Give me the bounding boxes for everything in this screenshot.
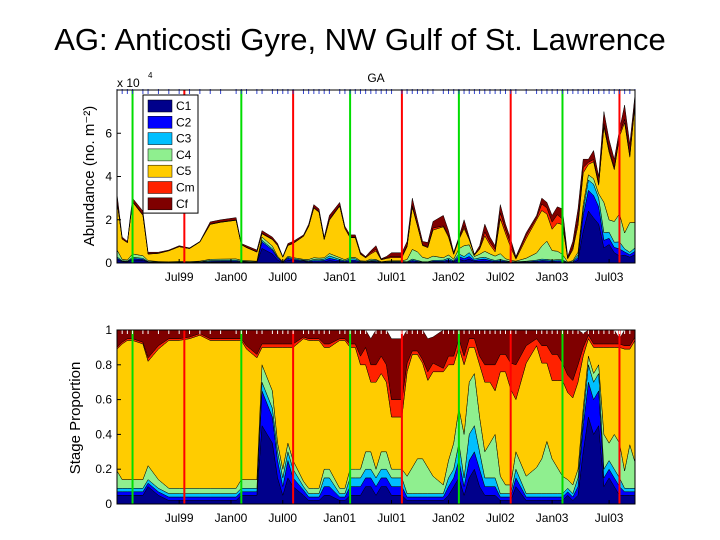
- abundance-panel: 0 2 4 6 Jul99 Jan00 Jul00 Jan01 Jul01 Jan02 Jul02…: [81, 71, 636, 284]
- proportion-areas: [116, 329, 636, 505]
- abundance-x-axis: Jul99 Jan00 Jul00 Jan01 Jul01 Jan02 Jul02 Jan03…: [165, 259, 624, 284]
- abundance-ytick-label: 6: [105, 126, 112, 140]
- abundance-ytick-label: 0: [105, 256, 112, 270]
- legend-swatch-c3: [147, 132, 173, 145]
- legend-swatch-c4: [147, 148, 173, 162]
- abundance-xtick-label: Jul01: [377, 270, 406, 284]
- abundance-xtick-label: Jul02: [486, 270, 515, 284]
- abundance-xtick-label: Jul00: [268, 270, 297, 284]
- legend-swatch-c5: [147, 164, 173, 178]
- abundance-xtick-label: Jan02: [432, 270, 465, 284]
- proportion-panel: 0 0.2 0.4 0.6 0.8 1 Jul99 Jan00 Jul00 Jan01 Jul01…: [67, 323, 636, 525]
- legend-swatch-c1: [147, 99, 173, 113]
- proportion-ytick-label: 0.4: [95, 427, 112, 441]
- proportion-xtick-label: Jul00: [268, 511, 297, 525]
- legend-label-c3: C3: [176, 132, 192, 146]
- proportion-xtick-label: Jul02: [486, 511, 515, 525]
- slide-title: AG: Anticosti Gyre, NW Gulf of St. Lawre…: [54, 22, 666, 57]
- proportion-xtick-label: Jan02: [432, 511, 465, 525]
- abundance-xtick-label: Jan00: [215, 270, 248, 284]
- proportion-xtick-label: Jul03: [595, 511, 624, 525]
- proportion-event-lines: [131, 330, 621, 504]
- abundance-xtick-label: Jan01: [323, 270, 356, 284]
- legend-label-cf: Cf: [176, 197, 189, 211]
- legend: C1 C2 C3 C4 C5 Cm Cf: [142, 94, 199, 214]
- legend-swatch-cf: [147, 197, 173, 211]
- proportion-x-axis: Jul99 Jan00 Jul00 Jan01 Jul01 Jan02 Jul02 Jan03…: [165, 500, 624, 525]
- legend-label-c2: C2: [176, 115, 192, 129]
- proportion-ytick-label: 0.6: [95, 393, 112, 407]
- proportion-ytick-label: 0: [105, 497, 112, 511]
- abundance-ytick-label: 2: [105, 213, 112, 227]
- abundance-xtick-label: Jan03: [536, 270, 569, 284]
- abundance-ytick-label: 4: [105, 170, 112, 184]
- legend-label-c1: C1: [176, 99, 192, 113]
- legend-label-c4: C4: [176, 148, 192, 162]
- legend-swatch-cm: [147, 181, 173, 194]
- proportion-xtick-label: Jan03: [536, 511, 569, 525]
- abundance-panel-title: GA: [367, 71, 384, 85]
- proportion-y-axis: 0 0.2 0.4 0.6 0.8 1: [95, 323, 121, 511]
- legend-label-cm: Cm: [176, 181, 195, 195]
- abundance-xtick-label: Jul03: [595, 270, 624, 284]
- proportion-ytick-label: 0.2: [95, 462, 112, 476]
- abundance-y-axis: 0 2 4 6: [105, 126, 121, 270]
- proportion-axes-frame: [116, 329, 636, 505]
- proportion-y-label: Stage Proportion: [67, 362, 84, 475]
- legend-swatch-c2: [147, 116, 173, 129]
- legend-label-c5: C5: [176, 164, 192, 178]
- y-multiplier-label: x 10: [117, 76, 140, 90]
- proportion-ytick-label: 0.8: [95, 358, 112, 372]
- proportion-xtick-label: Jul99: [165, 511, 194, 525]
- abundance-event-lines: [131, 90, 621, 263]
- proportion-xtick-label: Jan01: [323, 511, 356, 525]
- proportion-xtick-label: Jul01: [377, 511, 406, 525]
- proportion-xtick-label: Jan00: [215, 511, 248, 525]
- y-multiplier-exponent: 4: [148, 71, 153, 80]
- proportion-ytick-label: 1: [105, 323, 112, 337]
- abundance-xtick-label: Jul99: [165, 270, 194, 284]
- abundance-y-label: Abundance (no. m⁻²): [81, 106, 98, 247]
